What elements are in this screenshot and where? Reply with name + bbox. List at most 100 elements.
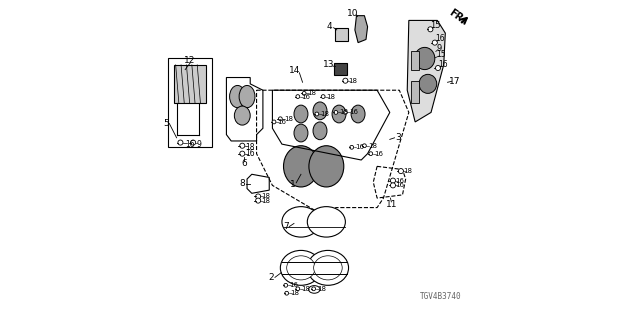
Ellipse shape [415,47,435,69]
Circle shape [398,169,403,174]
Circle shape [344,110,348,114]
Text: 8: 8 [239,179,245,188]
Bar [412,81,419,103]
Text: 16: 16 [435,34,445,43]
Circle shape [296,95,300,99]
Text: 18: 18 [261,194,270,199]
Text: 7: 7 [283,222,289,231]
Circle shape [255,198,260,203]
Ellipse shape [308,286,320,293]
Text: 18: 18 [404,168,413,174]
Circle shape [284,284,287,287]
Circle shape [334,110,338,114]
Ellipse shape [313,122,327,140]
Ellipse shape [282,207,320,237]
Text: 18: 18 [368,143,377,149]
Text: 18: 18 [348,78,357,84]
Text: 16: 16 [185,140,195,149]
Text: 18: 18 [308,90,317,96]
Ellipse shape [294,105,308,123]
Polygon shape [355,16,367,43]
Ellipse shape [351,105,365,123]
Circle shape [312,287,316,291]
Text: 17: 17 [449,77,461,86]
Text: 18: 18 [339,109,348,116]
Bar [168,59,212,147]
Ellipse shape [280,251,321,285]
Bar [174,65,206,103]
Circle shape [369,152,372,156]
Ellipse shape [230,85,246,108]
Ellipse shape [284,146,319,187]
Text: 18: 18 [261,198,270,204]
Circle shape [432,40,437,45]
Circle shape [240,151,245,156]
Text: 3: 3 [395,133,401,142]
Circle shape [296,287,300,291]
Circle shape [285,291,289,295]
Circle shape [272,120,276,124]
Circle shape [278,117,282,121]
Circle shape [350,145,354,149]
Circle shape [255,194,260,199]
Text: 18: 18 [301,286,310,292]
Text: 18: 18 [326,93,335,100]
Text: 6: 6 [241,159,247,168]
Text: 9: 9 [196,140,201,149]
Text: 15: 15 [431,21,441,30]
Text: 16: 16 [396,182,404,188]
Circle shape [178,140,183,145]
Text: TGV4B3740: TGV4B3740 [420,292,461,301]
Text: 2: 2 [268,273,274,282]
Text: 10: 10 [347,9,358,18]
Circle shape [390,178,396,183]
Ellipse shape [314,256,342,280]
Ellipse shape [239,85,255,108]
Circle shape [362,144,366,148]
Ellipse shape [287,256,316,280]
Ellipse shape [419,74,436,93]
Text: 16: 16 [438,60,448,69]
Text: 18: 18 [317,286,326,292]
Ellipse shape [313,102,327,120]
Text: 13: 13 [323,60,334,69]
Circle shape [240,143,245,148]
Text: 16: 16 [277,119,287,125]
Circle shape [302,92,306,95]
Text: 16: 16 [289,282,298,288]
Text: 14: 14 [289,66,300,75]
Text: 11: 11 [386,200,397,209]
Bar [412,51,419,69]
Bar [335,28,348,41]
Circle shape [321,95,325,99]
Text: FR.: FR. [447,7,468,26]
Text: 18: 18 [290,290,299,296]
Circle shape [343,78,348,83]
Circle shape [390,183,396,188]
Text: 18: 18 [320,111,329,117]
Text: 9: 9 [436,44,442,53]
Polygon shape [407,20,445,122]
Text: 16: 16 [349,109,358,116]
Ellipse shape [309,146,344,187]
Ellipse shape [234,106,250,125]
Text: 5: 5 [163,119,169,128]
Ellipse shape [307,207,346,237]
Text: 16: 16 [244,149,254,158]
Ellipse shape [307,251,349,285]
Ellipse shape [294,124,308,142]
Text: 16: 16 [396,178,404,184]
Circle shape [191,140,196,145]
Text: 1: 1 [290,180,296,189]
Circle shape [435,66,440,70]
Text: 15: 15 [436,50,446,59]
Text: 18: 18 [284,116,292,122]
Bar [334,63,348,75]
Text: 16: 16 [355,144,364,150]
Text: 12: 12 [184,56,196,65]
Text: 16: 16 [374,151,383,157]
Circle shape [428,27,433,32]
Ellipse shape [332,105,346,123]
Circle shape [315,112,319,116]
Text: 4: 4 [326,22,332,31]
